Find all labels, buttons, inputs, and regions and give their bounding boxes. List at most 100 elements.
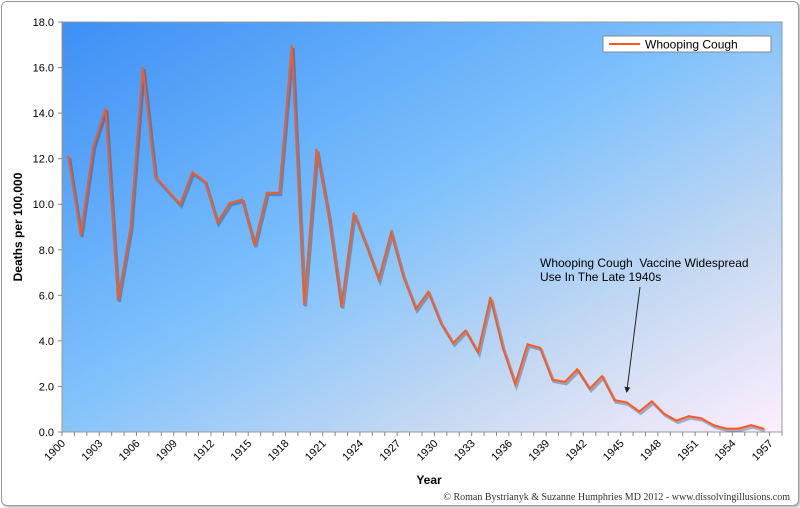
data-point-1933 — [476, 351, 479, 354]
y-axis: 0.0 2.0 4.0 6.0 8.0 10.0 12.0 14.0 16.0 18.0 — [33, 17, 62, 439]
data-point-1955 — [749, 424, 752, 427]
data-point-1912 — [216, 221, 219, 224]
data-point-1929 — [427, 290, 430, 293]
x-tick-label: 1921 — [303, 438, 329, 464]
data-point-1943 — [601, 375, 603, 378]
data-point-1920 — [315, 148, 318, 151]
data-point-1914 — [241, 198, 243, 201]
y-tick-label: 14.0 — [33, 108, 54, 120]
y-tick-label: 2.0 — [39, 381, 54, 393]
data-point-1937 — [526, 343, 529, 346]
data-point-1954 — [737, 427, 740, 430]
x-tick-label: 1927 — [377, 438, 403, 464]
data-point-1924 — [365, 244, 368, 247]
data-point-1908 — [166, 189, 169, 192]
data-point-1900 — [67, 155, 70, 158]
data-point-1936 — [514, 383, 517, 386]
data-point-1932 — [464, 329, 467, 332]
x-tick-label: 1957 — [750, 438, 776, 464]
data-point-1938 — [538, 346, 541, 349]
data-point-1909 — [178, 203, 181, 206]
data-point-1949 — [675, 419, 678, 422]
data-point-1911 — [203, 180, 206, 183]
data-point-1923 — [352, 212, 355, 215]
y-tick-label: 0.0 — [39, 427, 54, 439]
series-shadow — [68, 47, 766, 433]
y-tick-label: 8.0 — [39, 245, 54, 257]
data-point-1922 — [340, 305, 343, 308]
y-tick-label: 16.0 — [33, 63, 54, 75]
x-axis: 1900 1903 1906 1909 1912 1915 1918 1921 1924 1927… — [42, 432, 783, 464]
x-tick-label: 1912 — [191, 438, 217, 464]
data-point-1946 — [638, 410, 641, 413]
data-point-1928 — [414, 308, 417, 310]
data-point-1931 — [452, 342, 455, 345]
legend: Whooping Cough — [602, 35, 772, 53]
x-tick-label: 1936 — [489, 438, 515, 464]
data-point-1953 — [725, 427, 728, 430]
data-point-1925 — [377, 278, 380, 281]
y-tick-label: 6.0 — [39, 290, 54, 302]
data-point-1917 — [278, 191, 281, 194]
data-point-1939 — [551, 378, 554, 381]
annotation-line-1: Whooping Cough Vaccine Widespread — [540, 256, 749, 270]
data-point-1918 — [290, 44, 293, 47]
y-tick-label: 4.0 — [39, 336, 54, 348]
data-point-1935 — [501, 346, 504, 349]
x-tick-label: 1945 — [601, 438, 627, 464]
data-point-1947 — [650, 400, 653, 403]
x-tick-label: 1951 — [675, 438, 701, 464]
data-point-1905 — [129, 228, 132, 231]
data-point-1944 — [613, 399, 616, 402]
x-tick-label: 1924 — [340, 438, 366, 464]
data-point-1904 — [116, 298, 119, 301]
x-tick-label: 1918 — [266, 438, 292, 464]
data-point-1940 — [563, 380, 566, 383]
data-point-1945 — [625, 401, 628, 404]
data-point-1941 — [576, 368, 579, 371]
x-tick-label: 1933 — [452, 438, 478, 464]
x-axis-title: Year — [416, 473, 442, 487]
x-tick-label: 1903 — [80, 438, 106, 464]
annotation: Whooping Cough Vaccine Widespread Use In… — [540, 256, 749, 393]
y-tick-label: 10.0 — [33, 199, 54, 211]
data-point-1951 — [700, 417, 703, 420]
data-point-1906 — [141, 66, 144, 69]
data-point-1942 — [588, 387, 591, 390]
data-point-1901 — [79, 233, 82, 236]
data-point-1927 — [402, 276, 405, 279]
x-tick-label: 1939 — [526, 438, 552, 464]
data-point-1952 — [712, 424, 715, 427]
data-point-1919 — [303, 303, 306, 306]
data-point-1902 — [92, 146, 95, 149]
data-point-1915 — [253, 244, 256, 247]
x-tick-label: 1954 — [713, 438, 739, 464]
x-tick-label: 1900 — [42, 438, 68, 464]
data-point-1934 — [489, 296, 492, 299]
data-point-1903 — [104, 107, 107, 110]
data-point-1921 — [327, 216, 330, 219]
x-tick-label: 1948 — [638, 438, 664, 464]
data-point-1926 — [389, 231, 392, 234]
credit-text: © Roman Bystrianyk & Suzanne Humphries M… — [443, 492, 790, 503]
plot-area — [61, 21, 783, 433]
x-tick-label: 1906 — [117, 438, 143, 464]
data-point-1956 — [762, 427, 765, 430]
x-tick-label: 1930 — [415, 438, 441, 464]
annotation-line-2: Use In The Late 1940s — [540, 270, 661, 284]
data-point-1950 — [687, 415, 690, 418]
x-tick-label: 1915 — [229, 438, 255, 464]
y-axis-title: Deaths per 100,000 — [11, 172, 25, 281]
annotation-arrow — [624, 286, 641, 393]
data-point-1913 — [228, 202, 231, 205]
x-tick-label: 1909 — [154, 438, 180, 464]
data-point-1907 — [154, 175, 157, 178]
y-tick-label: 18.0 — [33, 17, 54, 29]
data-point-1910 — [191, 171, 194, 174]
data-point-1948 — [663, 412, 666, 415]
data-point-1916 — [265, 191, 268, 194]
y-tick-label: 12.0 — [33, 154, 54, 166]
data-point-1930 — [439, 321, 442, 324]
x-tick-label: 1942 — [564, 438, 590, 464]
